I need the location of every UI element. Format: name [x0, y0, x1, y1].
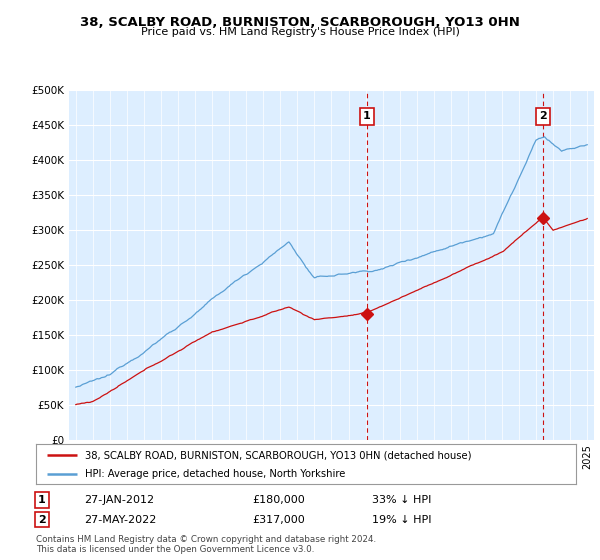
- Text: 19% ↓ HPI: 19% ↓ HPI: [372, 515, 431, 525]
- Text: £180,000: £180,000: [252, 495, 305, 505]
- Text: £317,000: £317,000: [252, 515, 305, 525]
- Text: Contains HM Land Registry data © Crown copyright and database right 2024.
This d: Contains HM Land Registry data © Crown c…: [36, 535, 376, 554]
- Text: 33% ↓ HPI: 33% ↓ HPI: [372, 495, 431, 505]
- Text: 2: 2: [539, 111, 547, 121]
- Text: 1: 1: [38, 495, 46, 505]
- Text: Price paid vs. HM Land Registry's House Price Index (HPI): Price paid vs. HM Land Registry's House …: [140, 27, 460, 37]
- Text: 27-MAY-2022: 27-MAY-2022: [84, 515, 157, 525]
- Text: 38, SCALBY ROAD, BURNISTON, SCARBOROUGH, YO13 0HN (detached house): 38, SCALBY ROAD, BURNISTON, SCARBOROUGH,…: [85, 450, 471, 460]
- Text: 1: 1: [363, 111, 371, 121]
- Text: 2: 2: [38, 515, 46, 525]
- Text: 27-JAN-2012: 27-JAN-2012: [84, 495, 154, 505]
- Text: 38, SCALBY ROAD, BURNISTON, SCARBOROUGH, YO13 0HN: 38, SCALBY ROAD, BURNISTON, SCARBOROUGH,…: [80, 16, 520, 29]
- Text: HPI: Average price, detached house, North Yorkshire: HPI: Average price, detached house, Nort…: [85, 469, 345, 479]
